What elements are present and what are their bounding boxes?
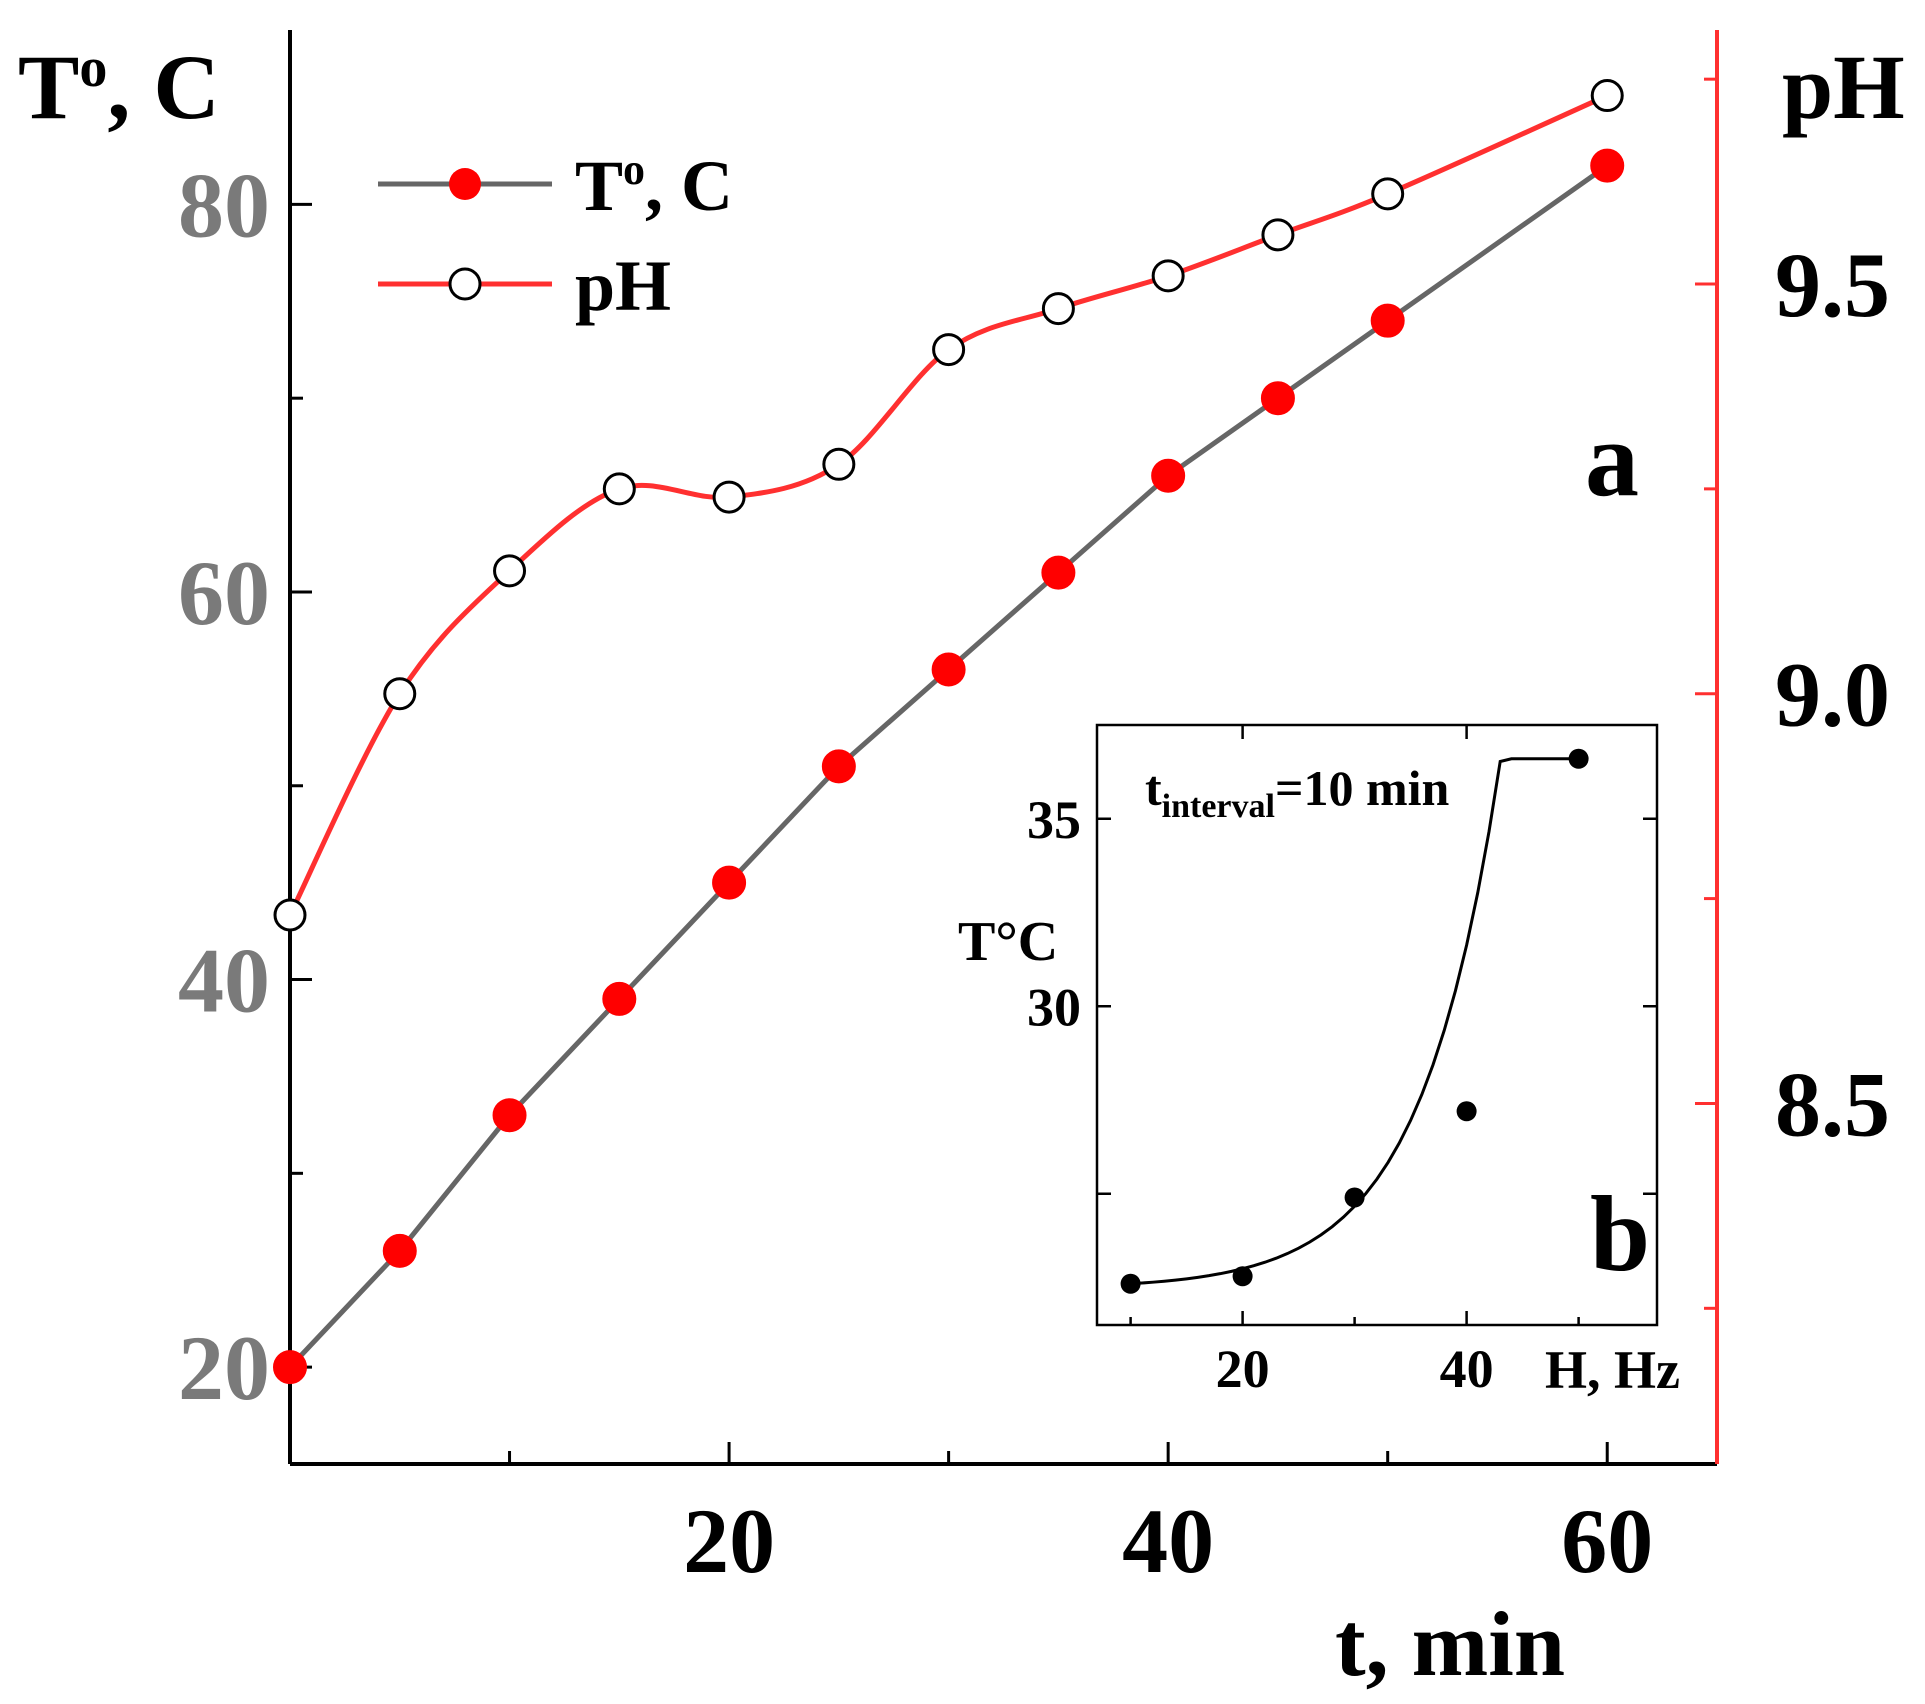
ph-point <box>1151 259 1185 293</box>
ph-point <box>1371 177 1405 211</box>
panel-label-b: b <box>1590 1175 1650 1294</box>
temperature-point <box>1260 381 1295 416</box>
legend-temperature-label: To, C <box>575 145 733 226</box>
temperature-point <box>712 865 747 900</box>
right-tick-label: 8.5 <box>1775 1053 1890 1155</box>
temperature-point <box>602 981 637 1016</box>
left-tick-label: 60 <box>178 542 270 644</box>
ph-point <box>383 677 417 711</box>
temperature-point <box>382 1233 417 1268</box>
temperature-point <box>273 1350 307 1385</box>
ph-point <box>712 480 746 514</box>
legend-ph-label: pH <box>575 246 671 326</box>
temperature-point <box>492 1098 527 1133</box>
left-tick-label: 80 <box>178 154 270 256</box>
ph-point <box>493 554 527 588</box>
inset-point <box>1120 1273 1141 1294</box>
temperature-point <box>1151 458 1186 493</box>
temperature-point <box>1590 148 1625 183</box>
ph-point <box>1590 79 1624 113</box>
right-tick-label: 9.0 <box>1775 644 1890 746</box>
temperature-point <box>1041 555 1076 590</box>
x-tick-label: 40 <box>1122 1490 1214 1592</box>
x-tick-label: 60 <box>1561 1490 1653 1592</box>
left-axis-title: To, C <box>18 36 220 138</box>
ph-point <box>1041 292 1075 326</box>
temperature-point <box>1370 303 1405 338</box>
inset-y-tick-label: 30 <box>1027 977 1081 1037</box>
legend-ph-marker <box>448 267 482 301</box>
ph-point <box>1261 218 1295 252</box>
inset-point <box>1232 1266 1253 1287</box>
ph-point <box>602 472 636 506</box>
legend-temperature-marker <box>449 168 481 200</box>
inset-y-axis-title: T°C <box>958 911 1058 973</box>
inset-x-tick-label: 20 <box>1216 1339 1270 1399</box>
inset-x-tick-label: 40 <box>1440 1339 1494 1399</box>
ph-point <box>822 447 856 481</box>
ph-point <box>273 898 307 932</box>
right-tick-label: 9.5 <box>1775 234 1890 336</box>
inset-frame <box>1095 723 1659 1327</box>
left-tick-label: 40 <box>178 930 270 1032</box>
right-axis-title: pH <box>1782 36 1905 138</box>
inset-point <box>1568 748 1589 769</box>
inset-y-tick-label: 35 <box>1027 790 1081 850</box>
x-axis-title: t, min <box>1335 1593 1565 1695</box>
inset-point <box>1456 1101 1477 1122</box>
inset-point <box>1344 1187 1365 1208</box>
ph-point <box>932 333 966 367</box>
temperature-line <box>288 163 1609 1369</box>
ph-line <box>287 93 1609 917</box>
inset-annotation: tinterval=10 min <box>1145 760 1450 825</box>
left-tick-label: 20 <box>178 1317 270 1419</box>
panel-label-a: a <box>1585 400 1639 519</box>
temperature-point <box>821 749 856 784</box>
x-tick-label: 20 <box>683 1490 775 1592</box>
inset-x-axis-title: H, Hz <box>1545 1340 1680 1400</box>
temperature-point <box>931 652 966 687</box>
